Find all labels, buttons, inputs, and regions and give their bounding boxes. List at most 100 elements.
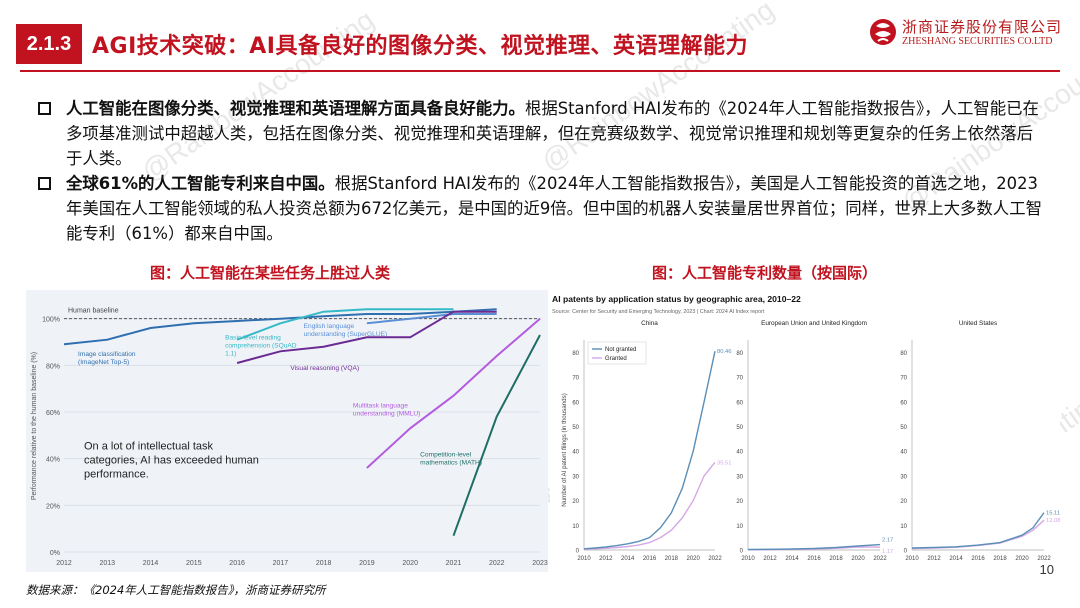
series-label: 1.1): [225, 351, 236, 358]
x-tick-label: 2020: [686, 556, 700, 562]
y-tick-label: 80%: [46, 363, 60, 370]
series-line: [63, 308, 497, 346]
not-granted-line: [583, 351, 716, 550]
slide-title: AGI技术突破：AI具备良好的图像分类、视觉推理、英语理解能力: [92, 34, 748, 59]
y-tick-label: 20: [736, 499, 743, 505]
series-label: English language: [304, 323, 355, 330]
data-label: 80.46: [717, 349, 732, 355]
y-tick-label: 50: [900, 425, 907, 431]
bullet-item: 全球61%的人工智能专利来自中国。根据Stanford HAI发布的《2024年…: [36, 171, 1046, 246]
series-label: (ImageNet Top-5): [78, 359, 129, 366]
slide-header: 2.1.3 AGI技术突破：AI具备良好的图像分类、视觉推理、英语理解能力 浙商…: [0, 0, 1080, 68]
y-tick-label: 10: [736, 524, 743, 530]
square-bullet-icon: [38, 102, 51, 115]
x-tick-label: 2010: [741, 556, 755, 562]
zheshang-logo-icon: [870, 19, 896, 45]
series-label: Image classification: [78, 351, 136, 358]
legend-box: [587, 341, 647, 365]
x-tick-label: 2016: [807, 556, 821, 562]
y-tick-label: 10: [900, 524, 907, 530]
panel-title: China: [641, 320, 658, 327]
x-tick-label: 2022: [873, 556, 887, 562]
y-tick-label: 20: [900, 499, 907, 505]
x-tick-label: 2014: [143, 560, 159, 567]
human-baseline-label: Human baseline: [68, 308, 119, 315]
x-tick-label: 2021: [446, 560, 462, 567]
y-tick-label: 20%: [46, 503, 60, 510]
y-tick-label: 70: [572, 376, 579, 382]
x-tick-label: 2020: [851, 556, 865, 562]
legend-label: Not granted: [605, 347, 636, 353]
y-tick-label: 30: [572, 474, 579, 480]
x-tick-label: 2014: [949, 556, 963, 562]
x-tick-label: 2010: [577, 556, 591, 562]
x-tick-label: 2016: [971, 556, 985, 562]
panel-title: United States: [959, 320, 997, 327]
x-tick-label: 2023: [532, 560, 548, 567]
y-tick-label: 80: [900, 351, 907, 357]
y-tick-label: 80: [572, 351, 579, 357]
header-divider: [20, 70, 1060, 72]
y-tick-label: 40: [736, 450, 743, 456]
data-source-note: 数据来源：《2024年人工智能指数报告》，浙商证券研究所: [26, 583, 326, 597]
y-tick-label: 60%: [46, 410, 60, 417]
x-tick-label: 2020: [1015, 556, 1029, 562]
y-tick-label: 30: [736, 474, 743, 480]
y-tick-label: 20: [572, 499, 579, 505]
y-tick-label: 80: [736, 351, 743, 357]
data-label: 35.51: [717, 460, 732, 466]
y-tick-label: 0: [904, 549, 908, 555]
x-tick-label: 2019: [359, 560, 375, 567]
series-label: Competition-level: [420, 451, 471, 458]
x-tick-label: 2013: [99, 560, 115, 567]
square-bullet-icon: [38, 177, 51, 190]
panel-title: European Union and United Kingdom: [761, 320, 867, 327]
x-tick-label: 2020: [402, 560, 418, 567]
x-tick-label: 2012: [763, 556, 777, 562]
x-tick-label: 2018: [829, 556, 843, 562]
logo-english-name: ZHESHANG SECURITIES CO.LTD: [902, 36, 1053, 47]
data-label: 15.11: [1046, 511, 1060, 517]
x-tick-label: 2012: [927, 556, 941, 562]
series-line: [366, 313, 497, 325]
x-tick-label: 2016: [229, 560, 245, 567]
y-tick-label: 40: [572, 450, 579, 456]
bullet-body: 根据Stanford HAI发布的《2024年人工智能指数报告》，人工智能已在多…: [66, 99, 1039, 168]
series-label: Multitask language: [353, 402, 408, 409]
x-tick-label: 2012: [56, 560, 72, 567]
chart-annotation: On a lot of intellectual task: [84, 440, 214, 452]
not-granted-line: [911, 512, 1045, 549]
page-number: 10: [1039, 562, 1054, 577]
data-label: 12.08: [1046, 518, 1060, 524]
patent-chart-panel: AI patents by application status by geog…: [550, 290, 1061, 572]
bullet-body: 根据Stanford HAI发布的《2024年人工智能指数报告》，美国是人工智能…: [66, 174, 1042, 243]
y-tick-label: 100%: [42, 317, 60, 324]
y-tick-label: 40%: [46, 457, 60, 464]
x-tick-label: 2018: [665, 556, 679, 562]
series-label: understanding (SuperGLUE): [304, 331, 388, 338]
granted-line: [583, 461, 716, 550]
bullet-item: 人工智能在图像分类、视觉推理和英语理解方面具备良好能力。根据Stanford H…: [36, 96, 1046, 171]
bullet-list: 人工智能在图像分类、视觉推理和英语理解方面具备良好能力。根据Stanford H…: [36, 96, 1046, 246]
series-label: Visual reasoning (VQA): [290, 365, 359, 372]
series-label: comprehension (SQuAD: [225, 343, 297, 350]
data-label: 2.17: [882, 538, 893, 544]
series-line: [366, 317, 541, 469]
y-tick-label: 50: [736, 425, 743, 431]
x-tick-label: 2017: [273, 560, 289, 567]
x-tick-label: 2010: [905, 556, 919, 562]
y-tick-label: 70: [736, 376, 743, 382]
series-label: Basic-level reading: [225, 335, 281, 342]
company-logo: 浙商证券股份有限公司 ZHESHANG SECURITIES CO.LTD: [868, 14, 1068, 54]
x-tick-label: 2014: [621, 556, 635, 562]
y-tick-label: 10: [572, 524, 579, 530]
benchmark-chart: 0% 20% 40% 60% 80% 100% 2012 2013 2014 2015 2016 20…: [31, 308, 548, 567]
y-tick-label: 50: [572, 425, 579, 431]
x-tick-label: 2015: [186, 560, 202, 567]
bullet-headline: 全球61%的人工智能专利来自中国。: [66, 174, 335, 193]
patent-chart: AI patents by application status by geog…: [552, 294, 1061, 562]
series-line: [236, 310, 497, 364]
y-tick-label: 60: [736, 400, 743, 406]
x-tick-label: 2016: [643, 556, 657, 562]
chart-annotation: performance.: [84, 468, 149, 480]
